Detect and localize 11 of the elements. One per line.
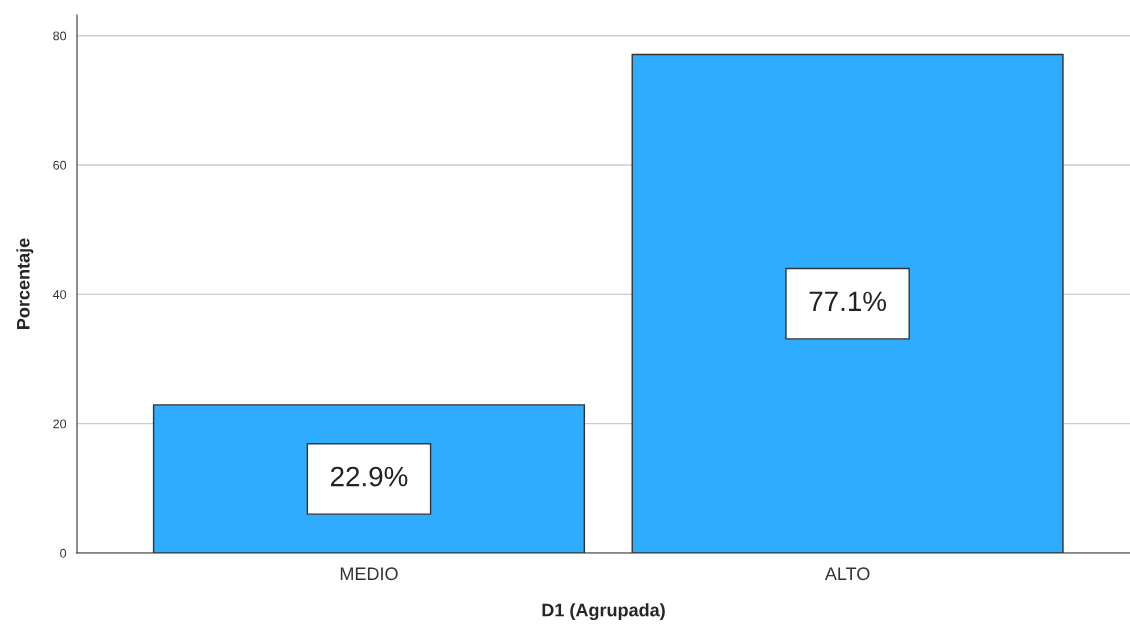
y-axis-title: Porcentaje [16,238,34,329]
y-tick-label: 80 [53,31,67,41]
data-label: 77.1% [809,291,886,312]
x-tick-label: ALTO [824,567,870,581]
y-tick-label: 0 [60,548,67,558]
x-axis-title: D1 (Agrupada) [542,603,665,621]
y-tick-label: 20 [53,419,67,429]
y-tick-label: 60 [53,160,67,170]
y-tick-label: 40 [52,290,67,299]
data-label: 22.9% [330,466,408,487]
x-tick-label: MEDIO [340,567,398,581]
